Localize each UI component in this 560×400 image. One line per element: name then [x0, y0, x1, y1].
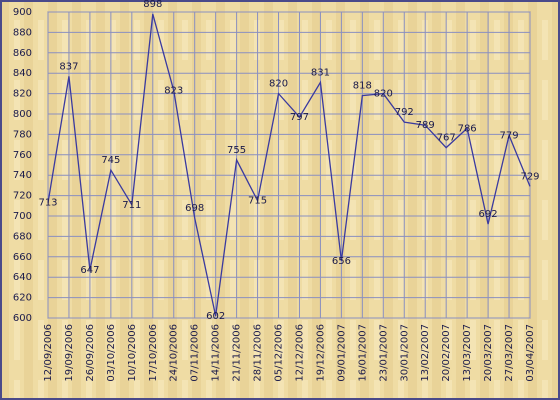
x-tick-label: 30/01/2007: [399, 324, 410, 382]
y-tick-label: 640: [13, 272, 32, 283]
data-label: 711: [122, 200, 141, 211]
x-tick-label: 12/09/2006: [43, 324, 54, 382]
data-label: 755: [227, 145, 246, 156]
data-label: 797: [290, 112, 309, 123]
x-tick-label: 27/03/2007: [504, 324, 515, 382]
x-tick-label: 12/12/2006: [294, 324, 305, 382]
x-tick-label: 13/03/2007: [462, 324, 473, 382]
data-label: 820: [374, 89, 393, 100]
y-tick-label: 600: [13, 313, 32, 324]
data-label: 692: [479, 209, 498, 220]
x-tick-label: 20/03/2007: [483, 324, 494, 382]
data-label: 898: [143, 0, 162, 10]
x-tick-label: 05/12/2006: [274, 324, 285, 382]
data-label: 767: [437, 133, 456, 144]
y-tick-label: 900: [13, 7, 32, 18]
y-tick-label: 800: [13, 109, 32, 120]
data-label: 745: [101, 155, 120, 166]
y-tick-label: 700: [13, 211, 32, 222]
y-tick-label: 680: [13, 231, 32, 242]
data-label: 823: [164, 86, 183, 97]
x-tick-label: 10/10/2006: [127, 324, 138, 382]
x-tick-label: 03/10/2006: [106, 324, 117, 382]
data-label: 656: [332, 256, 351, 267]
data-label: 713: [38, 198, 57, 209]
data-label: 715: [248, 196, 267, 207]
x-tick-label: 26/09/2006: [85, 324, 96, 382]
y-tick-label: 840: [13, 68, 32, 79]
y-tick-label: 760: [13, 150, 32, 161]
x-tick-label: 17/10/2006: [148, 324, 159, 382]
y-tick-label: 780: [13, 129, 32, 140]
data-label: 820: [269, 79, 288, 90]
data-label: 837: [59, 61, 78, 72]
data-label: 647: [80, 265, 99, 276]
x-tick-label: 03/04/2007: [525, 324, 536, 382]
x-tick-label: 19/12/2006: [315, 324, 326, 382]
x-tick-label: 14/11/2006: [211, 324, 222, 382]
y-tick-label: 720: [13, 191, 32, 202]
line: [47, 13, 531, 317]
y-tick-label: 740: [13, 170, 32, 181]
data-label: 792: [395, 107, 414, 118]
y-tick-label: 820: [13, 89, 32, 100]
x-tick-label: 20/02/2007: [441, 324, 452, 382]
x-tick-label: 07/11/2006: [190, 324, 201, 382]
y-tick-label: 860: [13, 48, 32, 59]
data-label: 729: [520, 171, 539, 182]
x-tick-label: 24/10/2006: [169, 324, 180, 382]
data-label: 779: [499, 130, 518, 141]
data-label: 831: [311, 67, 330, 78]
y-tick-label: 660: [13, 252, 32, 263]
y-tick-label: 620: [13, 293, 32, 304]
data-label: 789: [416, 120, 435, 131]
x-tick-label: 28/11/2006: [253, 324, 264, 382]
x-tick-label: 23/01/2007: [378, 324, 389, 382]
x-tick-label: 13/02/2007: [420, 324, 431, 382]
data-label: 698: [185, 203, 204, 214]
x-tick-label: 16/01/2007: [357, 324, 368, 382]
data-label: 818: [353, 81, 372, 92]
y-tick-label: 880: [13, 27, 32, 38]
data-label: 602: [206, 311, 225, 322]
x-tick-label: 09/01/2007: [336, 324, 347, 382]
data-label: 786: [458, 123, 477, 134]
x-tick-label: 19/09/2006: [64, 324, 75, 382]
x-tick-label: 21/11/2006: [232, 324, 243, 382]
